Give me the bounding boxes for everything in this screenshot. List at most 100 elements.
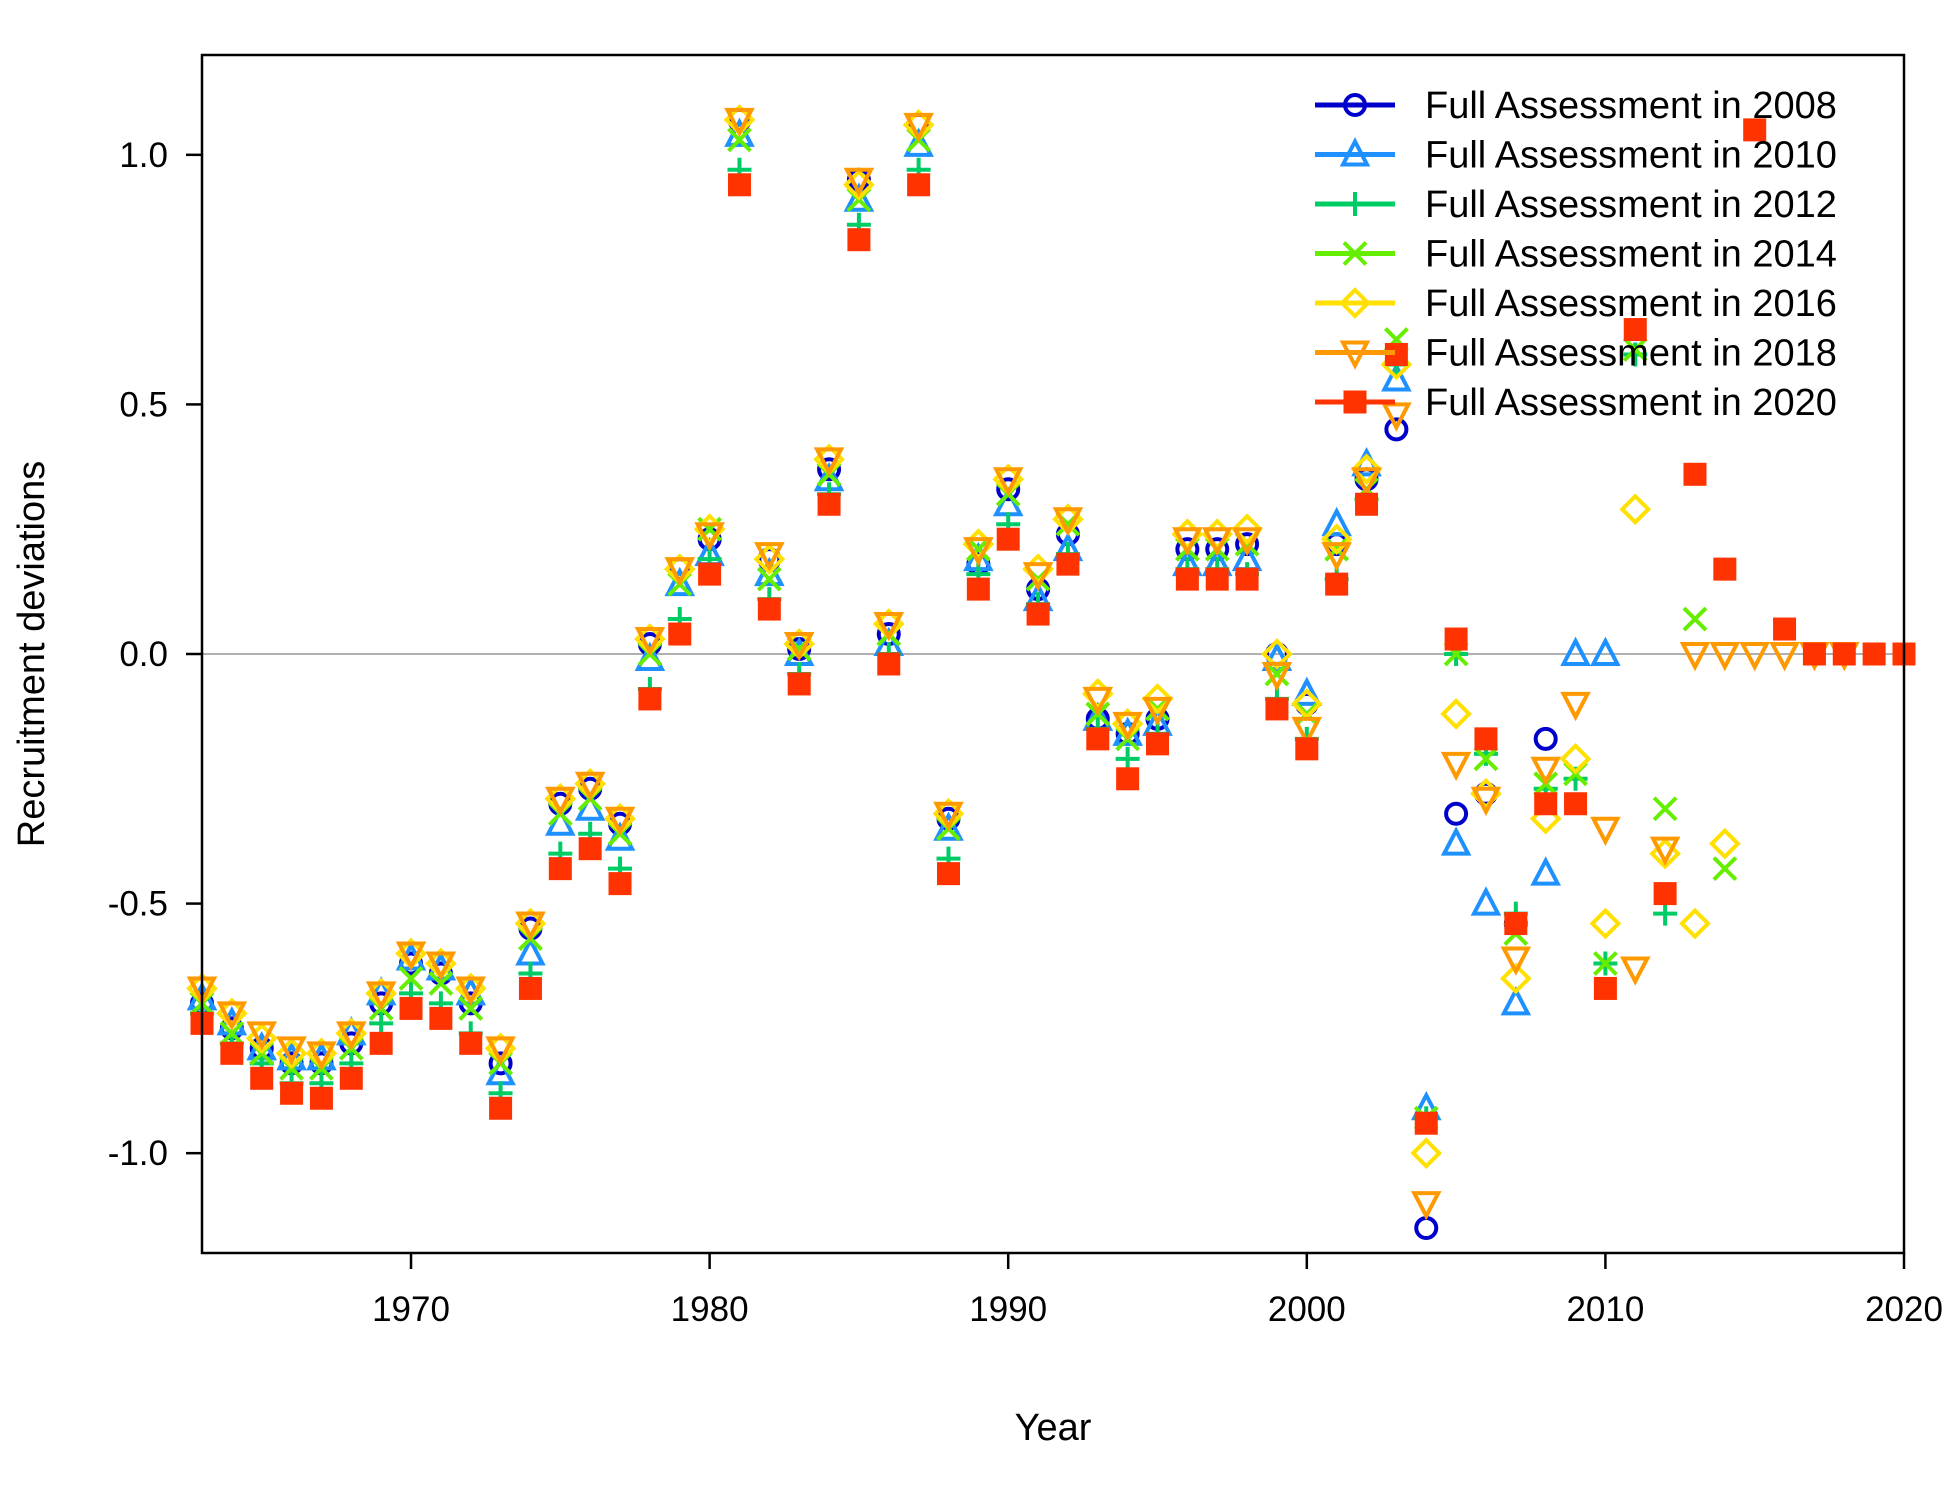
data-point — [309, 1086, 333, 1110]
data-point — [783, 632, 815, 662]
legend-label: Full Assessment in 2010 — [1425, 135, 1837, 177]
legend-marker — [1343, 390, 1367, 414]
data-point — [1142, 696, 1173, 727]
data-point — [1623, 342, 1648, 367]
data-point — [1802, 642, 1826, 666]
data-point — [1201, 527, 1233, 557]
data-point — [1559, 742, 1592, 775]
legend-marker — [1343, 192, 1367, 216]
x-axis-label: Year — [1015, 1407, 1092, 1449]
data-point — [515, 911, 546, 941]
data-point — [843, 167, 875, 198]
data-point — [395, 941, 427, 971]
data-point — [455, 976, 487, 1006]
data-point — [817, 492, 841, 516]
data-point — [638, 687, 662, 711]
data-point — [1384, 417, 1409, 442]
data-point — [1619, 493, 1652, 526]
y-axis-label: Recruitment deviations — [11, 461, 53, 848]
data-point — [1295, 737, 1319, 761]
data-point — [250, 1066, 274, 1090]
data-point — [933, 811, 964, 841]
data-point — [1261, 661, 1293, 692]
legend-label: Full Assessment in 2008 — [1425, 85, 1837, 127]
data-point — [1440, 698, 1472, 730]
data-point — [1172, 527, 1203, 557]
data-point — [1350, 453, 1383, 486]
data-point — [1619, 956, 1651, 986]
data-point — [276, 1036, 307, 1066]
legend-item: Full Assessment in 2008 — [1315, 85, 1837, 127]
data-point — [608, 872, 632, 896]
data-point — [694, 522, 725, 552]
data-point — [306, 1041, 337, 1071]
data-point — [246, 1021, 278, 1051]
data-point — [369, 1011, 394, 1036]
data-point — [1205, 567, 1229, 591]
legend-label: Full Assessment in 2018 — [1425, 333, 1837, 375]
data-point — [1499, 962, 1532, 995]
data-point — [1743, 118, 1767, 142]
legend-label: Full Assessment in 2014 — [1425, 234, 1837, 276]
x-axis: 1970 1980 1990 2000 2010 2020 — [372, 1253, 1943, 1329]
data-point — [1082, 686, 1114, 717]
x-tick-label: 2010 — [1566, 1290, 1644, 1329]
data-point — [1235, 567, 1259, 591]
legend-marker — [1339, 287, 1371, 319]
data-point — [365, 981, 397, 1011]
data-point — [1175, 567, 1199, 591]
data-point — [1470, 886, 1502, 916]
data-point — [485, 1036, 516, 1066]
data-point — [843, 182, 875, 212]
legend-item: Full Assessment in 2016 — [1315, 283, 1837, 325]
data-point — [604, 806, 636, 837]
data-point — [220, 1041, 244, 1065]
data-point — [847, 228, 871, 252]
x-tick-label: 1970 — [372, 1290, 450, 1329]
data-point — [574, 771, 606, 802]
data-point — [1649, 836, 1681, 866]
data-point — [873, 612, 905, 642]
data-point — [698, 562, 722, 586]
data-point — [756, 566, 782, 592]
y-axis: -1.0 -0.5 0.0 0.5 1.0 — [108, 136, 202, 1173]
data-point — [1683, 462, 1707, 486]
data-point — [1560, 636, 1591, 666]
data-point — [1381, 362, 1412, 392]
y-tick-label: -0.5 — [108, 885, 168, 924]
data-point — [1590, 816, 1621, 847]
legend-label: Full Assessment in 2020 — [1425, 382, 1837, 424]
data-point — [1709, 827, 1741, 860]
data-point — [817, 457, 842, 482]
y-tick-label: 0.5 — [119, 385, 168, 424]
data-point — [1325, 572, 1349, 596]
data-point — [1146, 732, 1170, 756]
data-point — [1410, 1137, 1443, 1169]
data-point — [965, 536, 991, 562]
data-point — [1351, 467, 1382, 497]
data-point — [996, 477, 1021, 502]
data-point — [996, 527, 1020, 551]
data-point — [664, 566, 696, 597]
data-point — [933, 801, 964, 832]
data-point — [1500, 986, 1532, 1016]
data-point — [1473, 746, 1499, 772]
data-point — [1709, 642, 1741, 672]
data-point — [280, 1081, 304, 1105]
data-point — [668, 622, 692, 646]
data-point — [1592, 951, 1618, 976]
data-point — [1652, 796, 1678, 822]
data-point — [369, 1031, 393, 1055]
data-point — [1500, 946, 1532, 976]
data-point — [1115, 746, 1140, 771]
data-point — [1026, 602, 1050, 626]
data-point — [1589, 907, 1622, 940]
legend-item: Full Assessment in 2018 — [1315, 333, 1837, 375]
data-point — [907, 173, 931, 197]
data-point — [1056, 552, 1080, 576]
data-point — [339, 1066, 363, 1090]
x-tick-label: 2020 — [1865, 1290, 1943, 1329]
legend-marker — [1342, 241, 1368, 266]
series-full-assessment-in-2020 — [190, 118, 1916, 1135]
